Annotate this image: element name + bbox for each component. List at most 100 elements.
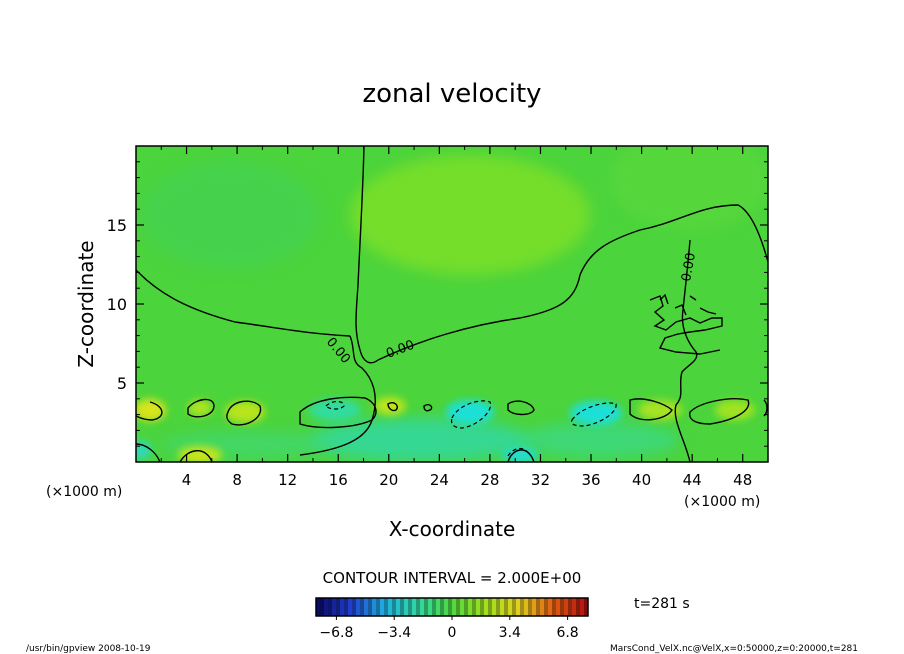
colorbar-cell (328, 598, 333, 616)
colorbar-cell (544, 598, 549, 616)
y-tick-label: 15 (107, 216, 127, 235)
y-axis-label: Z-coordinate (74, 240, 98, 367)
colorbar-cell (472, 598, 477, 616)
x-axis-label: X-coordinate (389, 517, 516, 541)
colorbar-cell (400, 598, 405, 616)
colorbar-cell (464, 598, 469, 616)
colorbar-cell (456, 598, 461, 616)
colorbar-cell (344, 598, 349, 616)
colorbar-cell (340, 598, 345, 616)
colorbar-cell (392, 598, 397, 616)
colorbar-cell (556, 598, 561, 616)
colorbar-cell (576, 598, 581, 616)
x-tick-label: 32 (531, 471, 550, 489)
x-tick-label: 8 (232, 471, 242, 489)
colorbar-cell (540, 598, 545, 616)
colorbar-cell (372, 598, 377, 616)
x-tick-label: 40 (632, 471, 651, 489)
colorbar-cell (444, 598, 449, 616)
colorbar-cell (320, 598, 325, 616)
x-tick-label: 44 (683, 471, 702, 489)
colorbar-cell (572, 598, 577, 616)
colorbar-cell (516, 598, 521, 616)
colorbar-cell (436, 598, 441, 616)
colorbar-cell (448, 598, 453, 616)
footer-right: MarsCond_VelX.nc@VelX,x=0:50000,z=0:2000… (610, 644, 858, 654)
x-tick-label: 4 (182, 471, 192, 489)
colorbar-cell (568, 598, 573, 616)
x-tick-label: 16 (329, 471, 348, 489)
colorbar-cell (376, 598, 381, 616)
footer-left: /usr/bin/gpview 2008-10-19 (26, 644, 151, 654)
negative-contours (325, 400, 617, 457)
colorbar (315, 597, 589, 617)
colorbar-cell (332, 598, 337, 616)
colorbar-cell (316, 598, 321, 616)
colorbar-cell (396, 598, 401, 616)
colorbar-cell (520, 598, 525, 616)
colorbar-cell (348, 598, 353, 616)
colorbar-cell (408, 598, 413, 616)
colorbar-cell (428, 598, 433, 616)
colorbar-tick-label: 0 (448, 625, 457, 641)
colorbar-cell (420, 598, 425, 616)
colorbar-cell (580, 598, 585, 616)
colorbar-tick-label: 6.8 (556, 625, 578, 641)
colorbar-cell (452, 598, 457, 616)
colorbar-cell (356, 598, 361, 616)
colorbar-cell (500, 598, 505, 616)
x-tick-label: 36 (581, 471, 600, 489)
y-tick-label: 10 (107, 295, 127, 314)
plot-area: 0.00 0.00 0.00 (136, 146, 768, 462)
colorbar-cell (388, 598, 393, 616)
colorbar-tick-label: −6.8 (319, 625, 353, 641)
x-tick-label: 12 (278, 471, 297, 489)
colorbar-cell (504, 598, 509, 616)
y-axis: 5 10 15 (107, 161, 768, 447)
colorbar-cell (508, 598, 513, 616)
colorbar-cell (384, 598, 389, 616)
time-label: t=281 s (634, 596, 690, 612)
colorbar-cell (552, 598, 557, 616)
colorbar-cell (564, 598, 569, 616)
colorbar-tick-label: 3.4 (499, 625, 521, 641)
contour-lines (136, 146, 768, 462)
x-tick-label: 20 (379, 471, 398, 489)
colorbar-cell (336, 598, 341, 616)
colorbar-cell (584, 598, 589, 616)
contour-interval: CONTOUR INTERVAL = 2.000E+00 (323, 569, 582, 587)
colorbar-cell (324, 598, 329, 616)
colorbar-cell (380, 598, 385, 616)
x-axis: 4 8 12 16 20 24 28 32 36 40 44 48 (160, 146, 752, 489)
colorbar-cell (484, 598, 489, 616)
colorbar-cell (480, 598, 485, 616)
colorbar-cell (352, 598, 357, 616)
x-tick-label: 24 (430, 471, 449, 489)
colorbar-cell (548, 598, 553, 616)
y-tick-label: 5 (117, 374, 127, 393)
x-tick-label: 28 (480, 471, 499, 489)
contour-label: 0.00 (679, 252, 699, 283)
colorbar-cell (368, 598, 373, 616)
colorbar-cell (528, 598, 533, 616)
colorbar-cell (460, 598, 465, 616)
colorbar-cell (524, 598, 529, 616)
colorbar-cell (412, 598, 417, 616)
colorbar-cell (512, 598, 517, 616)
colorbar-cell (488, 598, 493, 616)
colorbar-tick-label: −3.4 (377, 625, 411, 641)
colorbar-cell (432, 598, 437, 616)
x-tick-label: 48 (733, 471, 752, 489)
colorbar-cell (440, 598, 445, 616)
colorbar-ticks: −6.8 −3.4 0 3.4 6.8 (319, 616, 579, 641)
colorbar-cell (416, 598, 421, 616)
colorbar-cell (496, 598, 501, 616)
colorbar-cell (468, 598, 473, 616)
colorbar-cell (492, 598, 497, 616)
colorbar-cell (364, 598, 369, 616)
colorbar-cell (360, 598, 365, 616)
colorbar-cell (404, 598, 409, 616)
colorbar-cell (532, 598, 537, 616)
colorbar-cell (424, 598, 429, 616)
